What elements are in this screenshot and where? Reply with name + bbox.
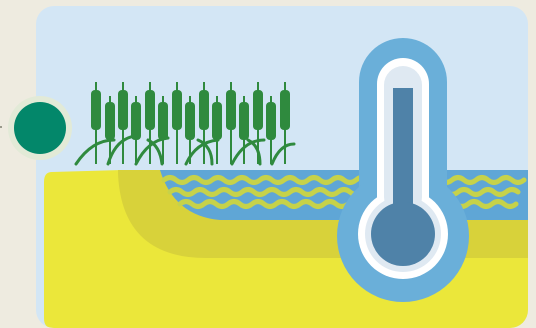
wetland-scene	[44, 38, 528, 328]
indicator-badge	[8, 96, 72, 160]
green-circle-icon	[14, 102, 66, 154]
illustration-card	[36, 6, 528, 328]
thermometer-bulb	[371, 202, 435, 266]
cattail-plants-icon	[74, 82, 296, 166]
edge-mark	[0, 126, 2, 128]
thermometer-icon	[337, 38, 469, 302]
thermometer-fluid	[393, 88, 413, 238]
